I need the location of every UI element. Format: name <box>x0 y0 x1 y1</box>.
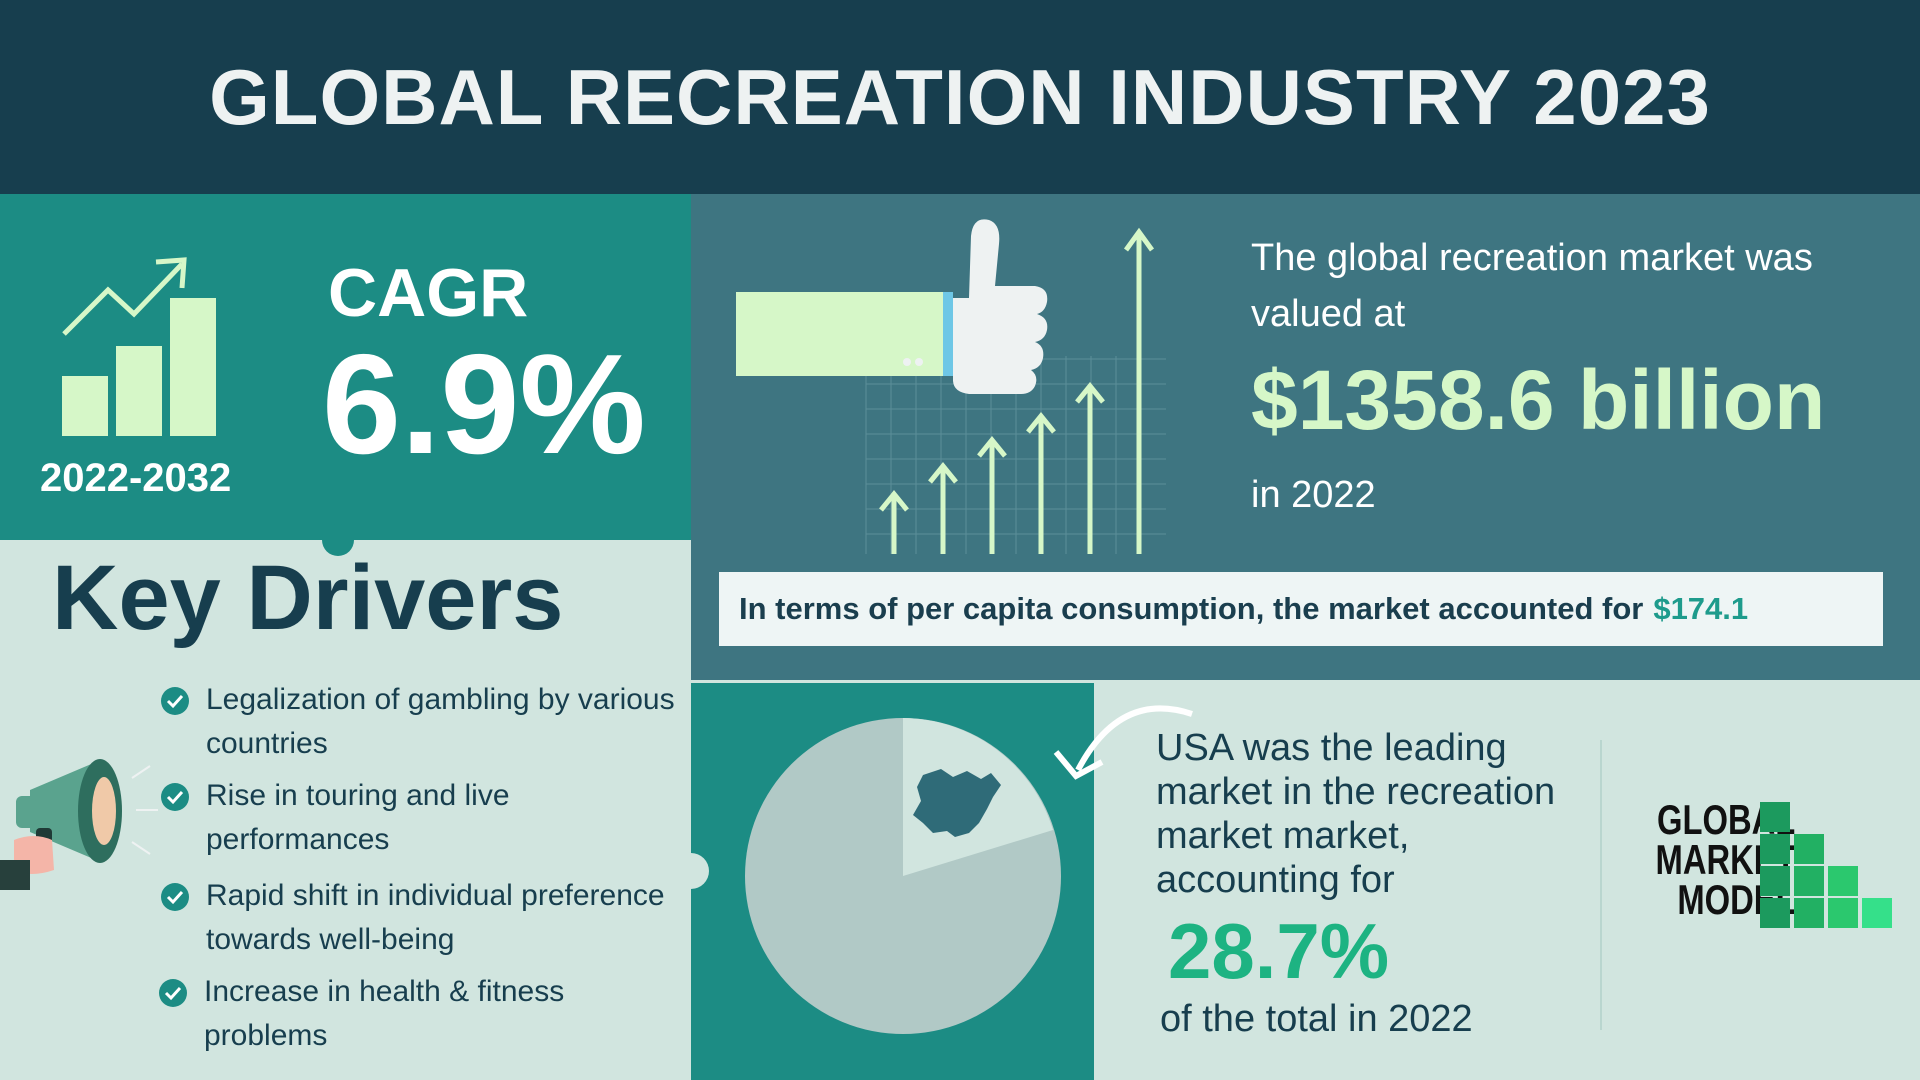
driver-text: Rise in touring and live performances <box>206 779 510 856</box>
driver-text: Legalization of gambling by various coun… <box>206 683 675 760</box>
header-banner: GLOBAL RECREATION INDUSTRY 2023 <box>0 0 1920 194</box>
thumbs-up-growth-icon <box>736 219 1166 554</box>
region-tail-text: of the total in 2022 <box>1160 998 1473 1040</box>
region-text: USA was the leading market in the recrea… <box>1156 727 1556 901</box>
share-pie-chart <box>745 718 1061 1034</box>
driver-text: Rapid shift in individual preference tow… <box>206 879 665 956</box>
china-map-icon <box>913 769 1001 837</box>
cagr-period: 2022-2032 <box>40 456 232 500</box>
per-capita-bar: In terms of per capita consumption, the … <box>719 572 1883 646</box>
check-circle-icon <box>161 687 189 715</box>
brand-logo-icon <box>1760 802 1892 928</box>
share-pie-panel <box>673 683 1094 1080</box>
page-title: GLOBAL RECREATION INDUSTRY 2023 <box>209 52 1711 141</box>
list-item: Increase in health & fitness problems <box>158 970 674 1058</box>
per-capita-value: $174.1 <box>1653 591 1749 626</box>
check-circle-icon <box>161 883 189 911</box>
market-value-panel: The global recreation market was valued … <box>691 194 1920 680</box>
brand-logo: GLOBAL MARKET MODEL <box>1616 799 1906 940</box>
divider <box>1600 740 1602 1030</box>
list-item: Rapid shift in individual preference tow… <box>160 874 676 962</box>
driver-text: Increase in health & fitness problems <box>204 975 565 1052</box>
check-circle-icon <box>161 783 189 811</box>
market-lead-text: The global recreation market was valued … <box>1251 237 1813 335</box>
cagr-panel: CAGR 6.9% 2022-2032 <box>0 194 691 556</box>
market-value: $1358.6 billion <box>1251 353 1826 447</box>
list-item: Rise in touring and live performances <box>160 774 676 862</box>
market-year: in 2022 <box>1251 474 1376 516</box>
list-item: Legalization of gambling by various coun… <box>160 678 676 766</box>
panel-notch <box>673 853 709 889</box>
panel-notch <box>322 524 354 556</box>
curved-arrow-icon <box>1053 705 1193 780</box>
growth-chart-icon <box>62 257 216 436</box>
megaphone-icon <box>0 759 158 890</box>
per-capita-text: In terms of per capita consumption, the … <box>739 591 1644 626</box>
cagr-label: CAGR <box>328 255 529 331</box>
check-circle-icon <box>159 979 187 1007</box>
region-share-value: 28.7% <box>1168 907 1390 995</box>
key-drivers-title: Key Drivers <box>52 547 564 649</box>
cagr-value: 6.9% <box>322 325 646 484</box>
